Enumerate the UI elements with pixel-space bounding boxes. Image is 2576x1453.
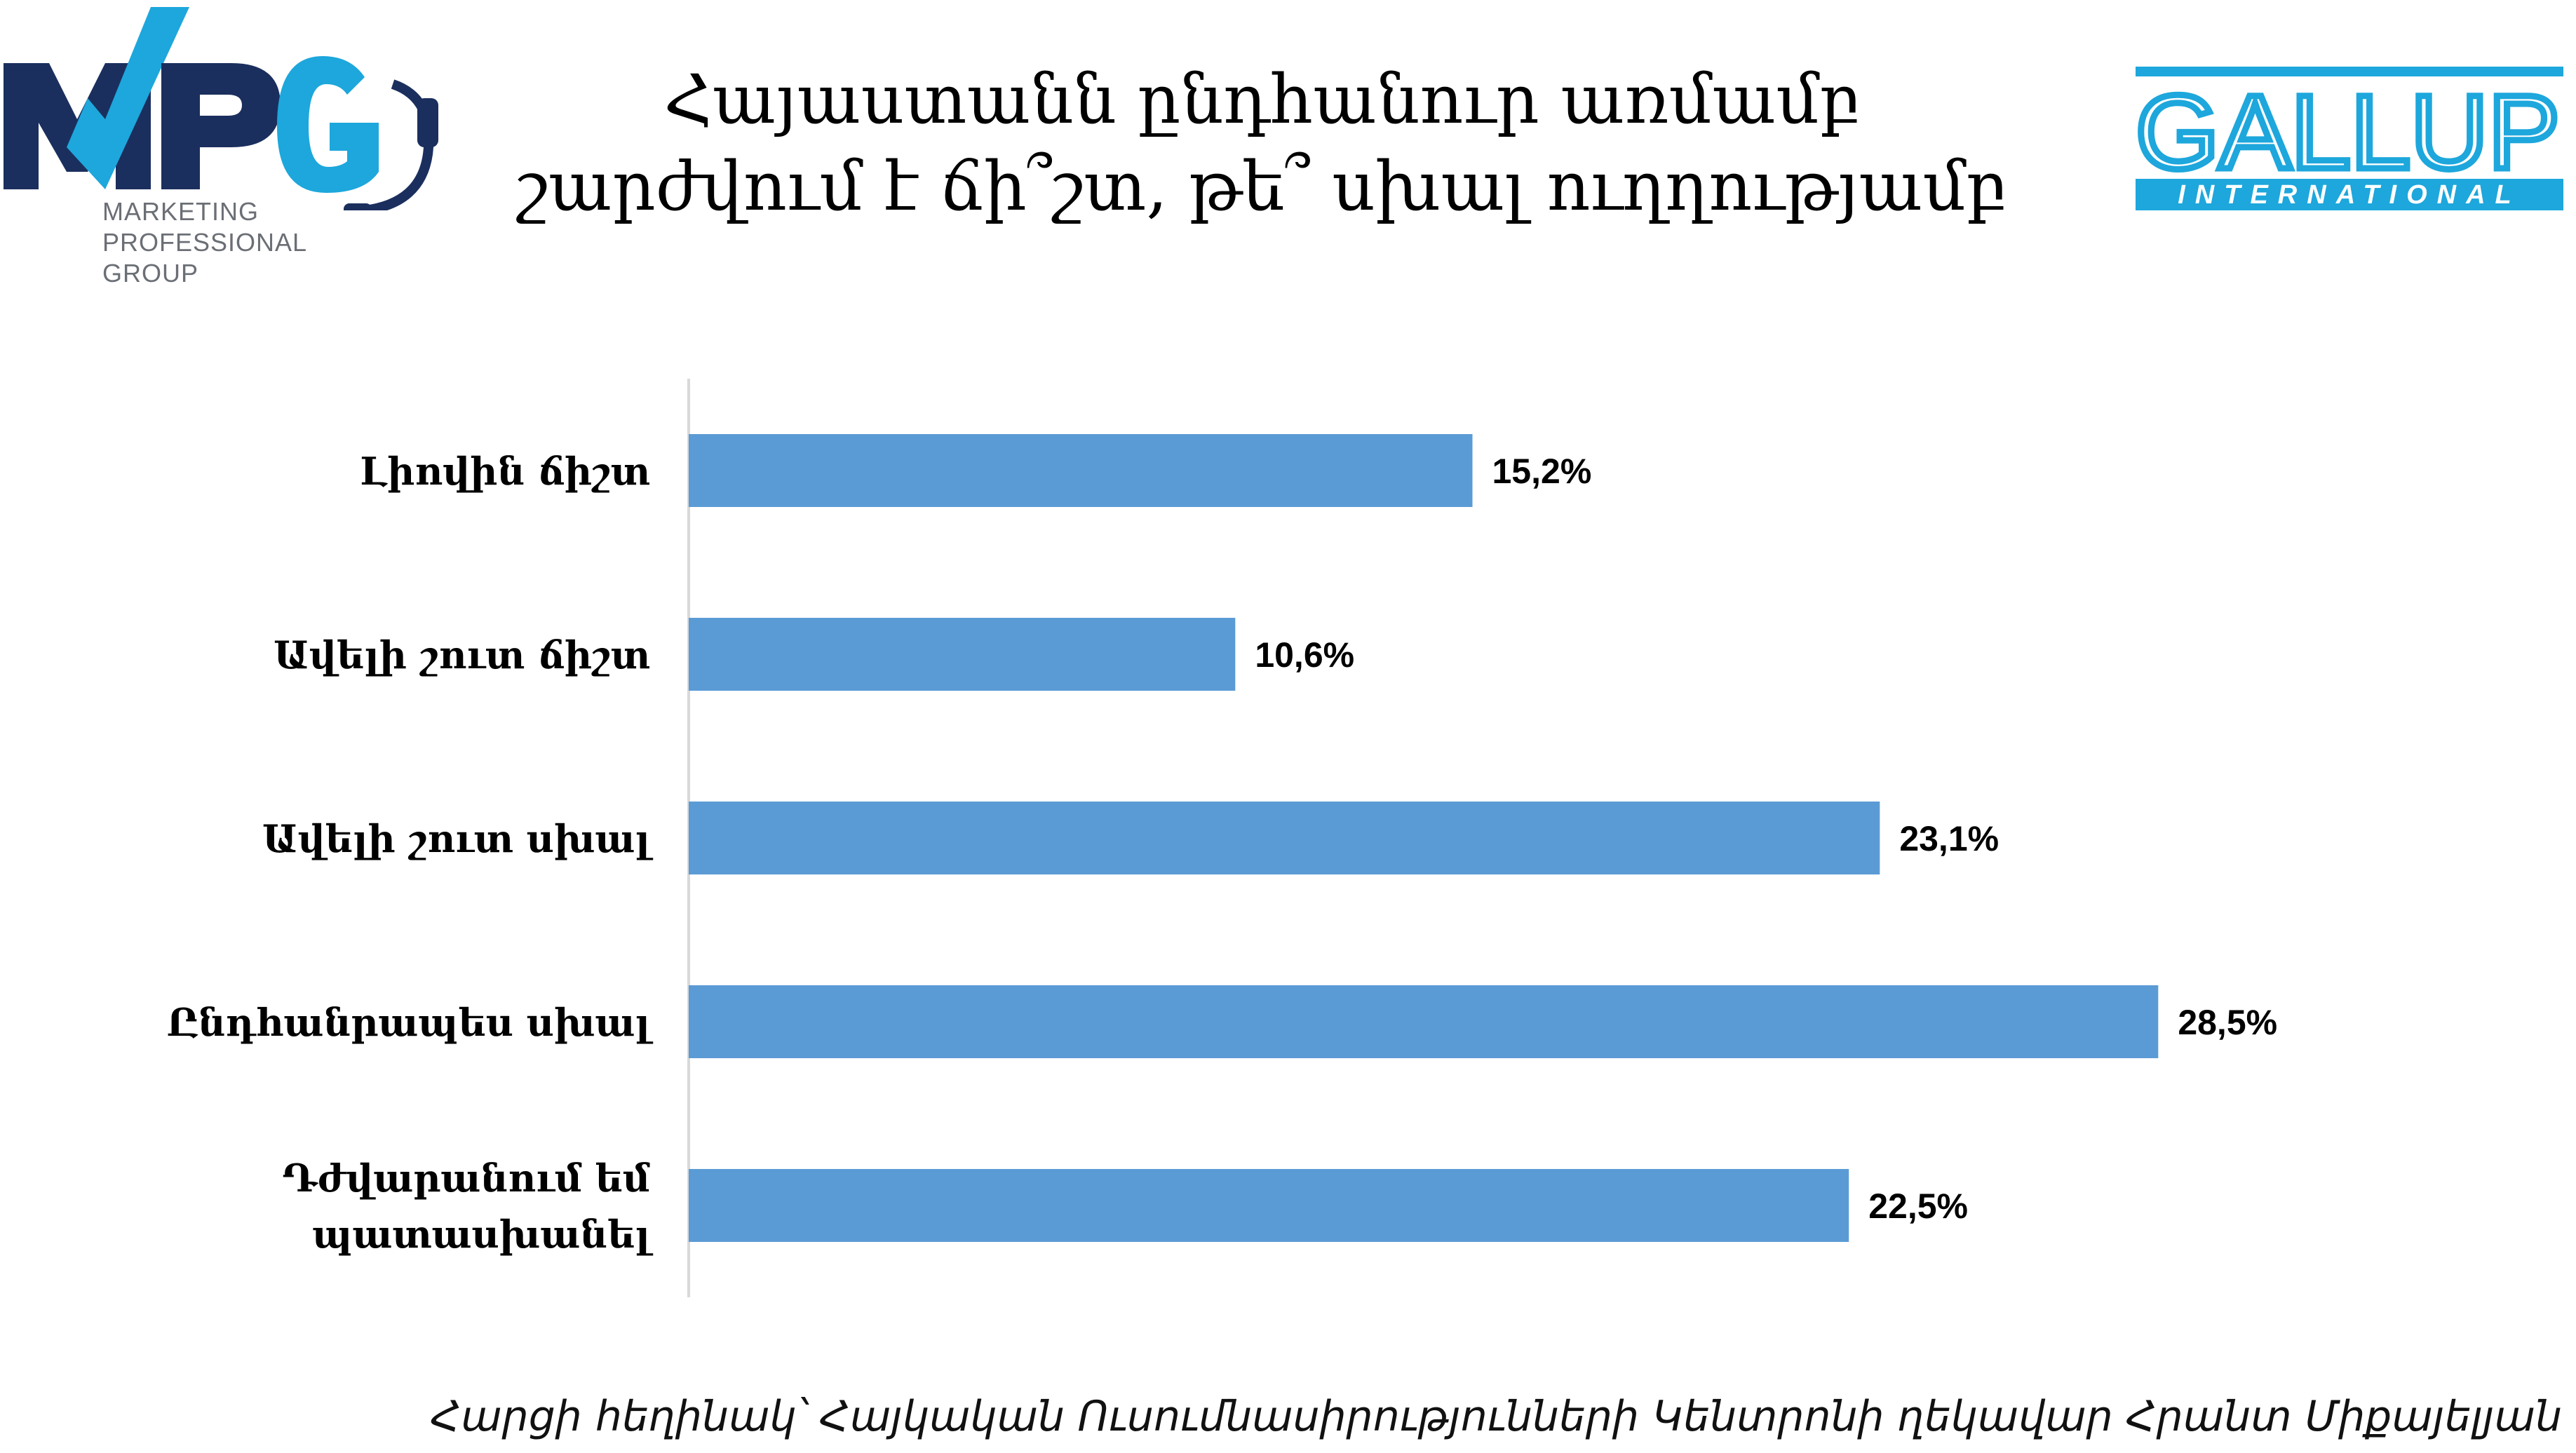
data-label-1: 10,6%	[1255, 635, 1354, 675]
gallup-logo-mark: GALLUP INTERNATIONAL	[2133, 67, 2563, 210]
bar-3	[689, 985, 2159, 1058]
chart-title-line-2: շարժվում է ճի՞շտ, թե՞ սխալ ուղղությամբ	[517, 147, 2008, 226]
category-label-0: Լիովին ճիշտ	[360, 449, 650, 494]
category-label-3: Ընդհանրապես սխալ	[167, 1000, 654, 1045]
bar-2	[689, 802, 1880, 874]
category-label-4-line-1: պատասխանել	[312, 1212, 653, 1257]
bar-1	[689, 618, 1236, 691]
bars-group: 15,2% Լիովին ճիշտ 10,6% Ավելի շուտ ճիշտ 23,1…	[167, 434, 2277, 1257]
data-label-3: 28,5%	[2178, 1003, 2277, 1042]
mpg-line-1: MARKETING	[102, 197, 259, 226]
mpg-line-3: GROUP	[102, 259, 199, 288]
mpg-logo-mark	[4, 7, 438, 219]
category-label-2: Ավելի շուտ սխալ	[262, 816, 654, 861]
bar-4	[689, 1169, 1849, 1242]
data-label-4: 22,5%	[1868, 1187, 1968, 1226]
question-author-note: Հարցի հեղինակ՝ Հայկական Ուսումնասիրությո…	[431, 1392, 2562, 1441]
mpg-tagline: MARKETING PROFESSIONAL GROUP	[102, 196, 307, 289]
data-label-0: 15,2%	[1492, 452, 1592, 491]
category-label-1: Ավելի շուտ ճիշտ	[274, 633, 650, 677]
gallup-wordmark: GALLUP	[2136, 73, 2560, 191]
chart-title: Հայաստանն ընդհանուր առմամբ շարժվում է ճի…	[491, 56, 2034, 230]
data-label-2: 23,1%	[1899, 819, 1999, 858]
mpg-logo: MARKETING PROFESSIONAL GROUP	[0, 0, 449, 295]
gallup-subline: INTERNATIONAL	[2178, 180, 2521, 210]
bar-0	[689, 434, 1473, 507]
gallup-logo: GALLUP INTERNATIONAL	[2132, 63, 2567, 217]
mpg-line-2: PROFESSIONAL	[102, 228, 308, 257]
category-label-4-line-0: Դժվարանում եմ	[283, 1156, 650, 1201]
chart-title-line-1: Հայաստանն ընդհանուր առմամբ	[663, 60, 1861, 139]
